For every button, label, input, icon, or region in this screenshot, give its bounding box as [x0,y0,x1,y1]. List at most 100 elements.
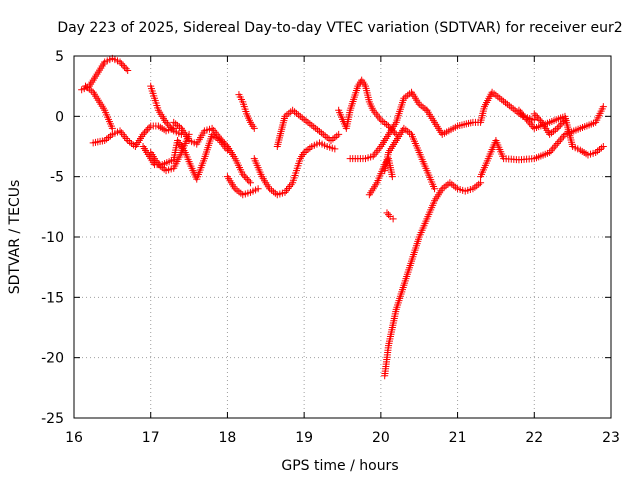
data-point [300,115,308,123]
data-point [237,189,245,197]
y-tick-label: -25 [41,411,64,427]
data-point [558,119,566,127]
data-point [535,115,543,123]
y-tick-label: -15 [41,290,64,306]
data-point [375,114,383,122]
data-point [599,103,607,111]
data-point [527,121,535,129]
data-point [450,182,458,190]
data-point [302,147,310,155]
x-tick-label: 23 [602,430,620,446]
data-point [292,109,300,117]
data-point [555,123,563,131]
tick-labels: 16 17 18 19 20 21 22 23 5 0 -5 -10 -15 -20 -25 [41,49,620,446]
data-point [515,106,523,114]
data-point [118,129,126,137]
data-point [164,120,172,128]
data-point [498,96,506,104]
data-point [210,126,218,134]
data-point [552,141,560,149]
data-point [505,102,513,110]
data-point [496,94,504,102]
data-point [417,102,425,110]
data-point [550,143,558,151]
data-point [502,99,510,107]
data-point [374,112,382,120]
data-point [547,147,555,155]
data-point [246,179,254,187]
data-point [421,105,429,113]
series-track-E [147,82,185,138]
data-point [122,65,130,73]
data-point [162,118,170,126]
x-tick-label: 17 [142,430,160,446]
x-tick-label: 20 [372,430,390,446]
data-point [518,110,526,118]
data-point [524,117,532,125]
data-point [516,108,524,116]
data-point [448,180,456,188]
data-point [546,149,554,157]
data-point [331,145,339,153]
data-point [521,114,529,122]
y-tick-label: 0 [55,109,64,125]
data-point [442,182,450,190]
data-point [285,109,293,117]
data-point [315,127,323,135]
data-point [383,120,391,128]
series-track-Q [383,209,397,223]
data-point [220,139,228,147]
data-point [559,118,567,126]
data-point [530,110,538,118]
data-point [245,177,253,185]
data-point [317,129,325,137]
series-track-L [335,76,400,138]
data-point [141,129,149,137]
data-point [553,124,561,132]
data-point [319,130,327,138]
data-point [389,215,397,223]
data-point [500,97,508,105]
x-axis-label: GPS time / hours [281,458,398,474]
data-point [388,173,396,181]
data-point [302,117,310,125]
data-point [333,132,341,140]
x-tick-label: 19 [295,430,313,446]
data-point [549,127,557,135]
data-point [323,133,331,141]
data-point [121,63,129,71]
data-point [551,126,559,134]
y-tick-label: -5 [50,170,64,186]
chart-title: Day 223 of 2025, Sidereal Day-to-day VTE… [57,20,622,36]
x-tick-label: 21 [449,430,467,446]
data-point [379,117,387,125]
data-point [555,138,563,146]
data-point [556,121,564,129]
series-track-O [381,124,439,193]
data-point [122,135,130,143]
data-point [595,146,603,154]
x-tick-label: 22 [525,430,543,446]
data-point [431,185,439,193]
data-point [331,133,339,141]
data-point [419,103,427,111]
series-track-C [89,122,178,150]
data-point [172,120,180,128]
axis-ticks [73,55,612,419]
data-point [242,174,250,182]
data-point [335,130,343,138]
y-tick-label: -10 [41,230,64,246]
y-tick-label: 5 [55,49,64,65]
data-point [175,123,183,131]
y-tick-label: -20 [41,351,64,367]
data-point [385,211,393,219]
data-point [174,121,182,129]
data-point [289,106,297,114]
data-point [128,139,136,147]
series-track-J [250,139,339,199]
data-point [126,138,134,146]
data-point [383,209,391,217]
data-point [533,113,541,121]
data-point [222,141,230,149]
data-point [559,132,567,140]
